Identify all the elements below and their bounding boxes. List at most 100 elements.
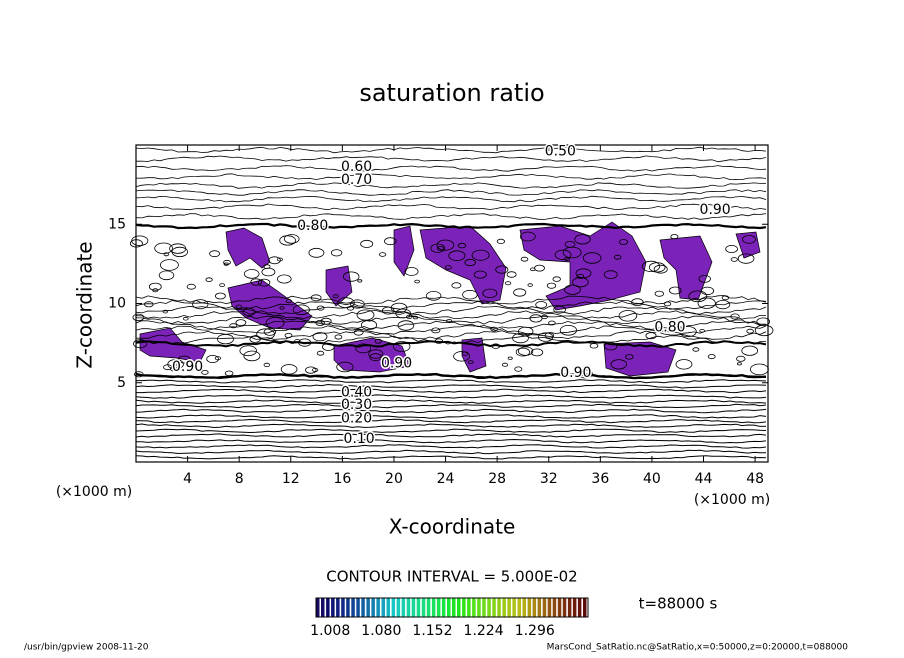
contour-line [135, 423, 767, 429]
shade [603, 341, 677, 377]
contour-line [736, 355, 746, 362]
colorbar-cell [351, 598, 355, 617]
colorbar-cell [421, 598, 426, 617]
colorbar-cell [572, 598, 577, 617]
contour-label: 0.50 [545, 143, 576, 159]
colorbar-cell [552, 598, 557, 617]
contour-line [737, 253, 755, 264]
colorbar-cell [547, 598, 552, 617]
contour-line [425, 290, 442, 301]
contour-line [369, 353, 382, 362]
contour-line [279, 306, 285, 310]
contour-line [135, 146, 767, 154]
colorbar-cell [381, 598, 385, 617]
contour-line [214, 292, 226, 300]
contour-line [725, 244, 738, 253]
contour-line [136, 418, 767, 424]
contour-line [514, 366, 523, 372]
x-tick-label: 48 [746, 471, 764, 487]
colorbar-cell [376, 598, 380, 617]
contour-line [384, 237, 397, 246]
contour-line [205, 277, 213, 283]
colorbar-cell [502, 598, 506, 617]
contour-label: 0.90 [381, 356, 412, 372]
contour-line [135, 433, 767, 438]
contour-line [316, 305, 325, 311]
contour-line [355, 343, 372, 354]
contour-line [552, 276, 561, 282]
contour-line [618, 239, 629, 245]
contour-line [135, 394, 767, 399]
contour-line [582, 252, 602, 264]
contour-line [135, 203, 767, 211]
colorbar-cell [467, 598, 471, 617]
colorbar-cell [366, 598, 370, 617]
contour-line [285, 299, 292, 304]
colorbar-tick-label: 1.152 [412, 623, 452, 639]
contour-line [283, 234, 300, 244]
contour-line [135, 372, 767, 380]
contour-line [378, 252, 387, 257]
contour-line [554, 249, 572, 261]
contour-label: 0.10 [344, 431, 375, 447]
colorbar-cell [326, 598, 330, 617]
contour-line [135, 414, 767, 419]
contour-line [517, 346, 534, 356]
contour-line [136, 438, 767, 444]
contour-line [312, 332, 328, 342]
contour-line [507, 356, 513, 360]
contour-line [520, 256, 529, 262]
colorbar-cell [452, 598, 456, 617]
contour-line [430, 243, 446, 253]
contour-line [261, 267, 276, 277]
colorbar-cell [482, 598, 486, 617]
contour-line [135, 335, 767, 345]
contour-line [268, 256, 281, 265]
contour-line [741, 345, 758, 356]
contour-line [546, 282, 557, 289]
contour-line [135, 455, 767, 460]
colorbar-tick-label: 1.296 [515, 623, 555, 639]
colorbar-cell [507, 598, 511, 617]
contour-line [148, 282, 162, 291]
contour-line [482, 288, 498, 299]
contour-line [162, 309, 168, 314]
colorbar-cell [497, 598, 501, 617]
contour-line [256, 328, 275, 340]
x-axis-label: X-coordinate [389, 515, 516, 539]
contour-line [360, 319, 378, 330]
contour-line [330, 249, 343, 257]
contour-line [698, 274, 711, 283]
contour-line [436, 239, 455, 251]
colorbar-cell [401, 598, 406, 617]
contour-line [473, 270, 487, 279]
contour-line [604, 342, 618, 351]
contour-line [159, 259, 179, 271]
colorbar-cell [527, 598, 532, 617]
contour-line [135, 295, 767, 305]
colorbar-cell [346, 598, 350, 617]
contour-line [135, 383, 767, 389]
contour-line [343, 271, 360, 282]
contour-label: 0.90 [560, 365, 591, 381]
y-tick-label: 5 [117, 375, 126, 391]
x-tick-label: 8 [235, 471, 244, 487]
contour-line [280, 364, 298, 375]
contour-line [135, 320, 767, 330]
contour-line [134, 371, 144, 378]
contour-line [186, 283, 196, 290]
contour-line [135, 444, 767, 449]
y-tick-label: 10 [108, 296, 126, 312]
y-tick-label: 15 [108, 216, 126, 232]
contour-line [239, 345, 257, 357]
shade [139, 327, 207, 363]
contour-line [136, 379, 767, 384]
contour-line [393, 341, 411, 352]
contour-line [243, 350, 261, 362]
colorbar-cell [537, 598, 542, 617]
contour-line [618, 310, 638, 322]
colorbar-cell [447, 598, 451, 617]
contour-line [135, 182, 767, 189]
contour-line [171, 246, 189, 257]
contour-line [675, 359, 693, 370]
